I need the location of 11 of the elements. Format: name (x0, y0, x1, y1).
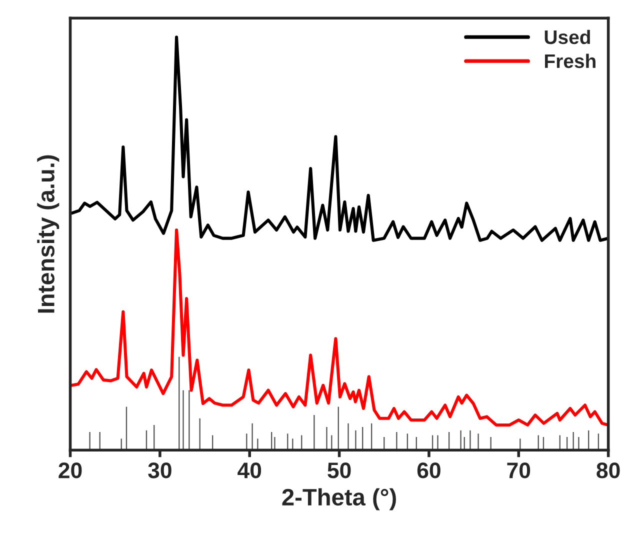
x-tick-label: 30 (148, 462, 172, 478)
x-tick-label: 50 (328, 462, 351, 478)
legend-label: Used (544, 30, 590, 44)
x-tick-label: 60 (417, 462, 440, 478)
x-axis-title: 2-Theta (°) (282, 488, 396, 510)
x-tick-label: 40 (238, 462, 262, 478)
x-tick-label: 70 (507, 462, 530, 478)
x-tick-label: 80 (596, 462, 620, 478)
legend-label: Fresh (545, 54, 596, 68)
x-tick-label: 20 (58, 462, 82, 478)
y-axis-title: Intensity (a.u.) (37, 155, 60, 313)
